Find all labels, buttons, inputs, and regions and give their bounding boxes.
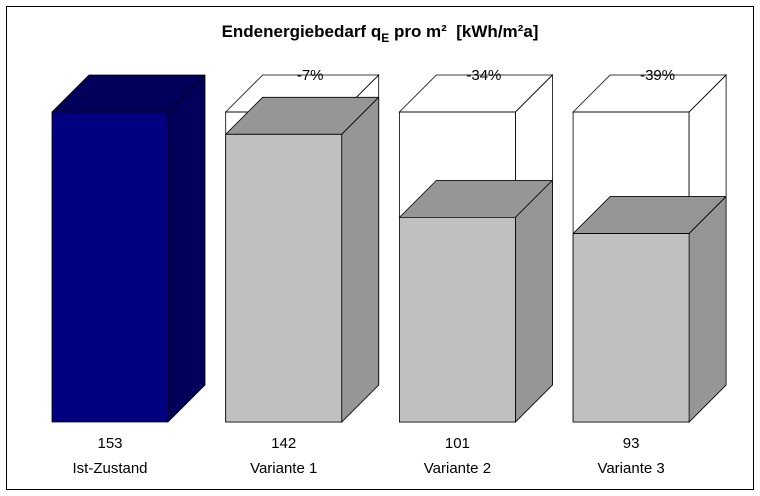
bar xyxy=(51,111,169,423)
category-label: Ist-Zustand xyxy=(72,460,147,477)
value-label: 101 xyxy=(445,435,470,452)
change-label: -39% xyxy=(640,67,675,84)
title-main: Endenergiebedarf q xyxy=(222,22,382,41)
bar xyxy=(398,216,516,423)
change-label: -34% xyxy=(466,67,501,84)
value-label: 142 xyxy=(271,435,296,452)
bar xyxy=(572,233,690,423)
title-suffix: pro m² [kWh/m²a] xyxy=(389,22,538,41)
bar-side xyxy=(688,196,727,423)
value-label: 153 xyxy=(97,435,122,452)
bar xyxy=(225,133,343,423)
value-label: 93 xyxy=(623,435,640,452)
bar-side xyxy=(341,96,380,423)
title-subscript: E xyxy=(381,31,389,45)
category-label: Variante 2 xyxy=(424,460,491,477)
bar-side xyxy=(515,179,553,423)
change-label: -7% xyxy=(297,67,324,84)
chart-title: Endenergiebedarf qE pro m² [kWh/m²a] xyxy=(222,22,539,45)
category-label: Variante 3 xyxy=(597,460,664,477)
category-label: Variante 1 xyxy=(250,460,317,477)
bar-side xyxy=(167,74,206,423)
